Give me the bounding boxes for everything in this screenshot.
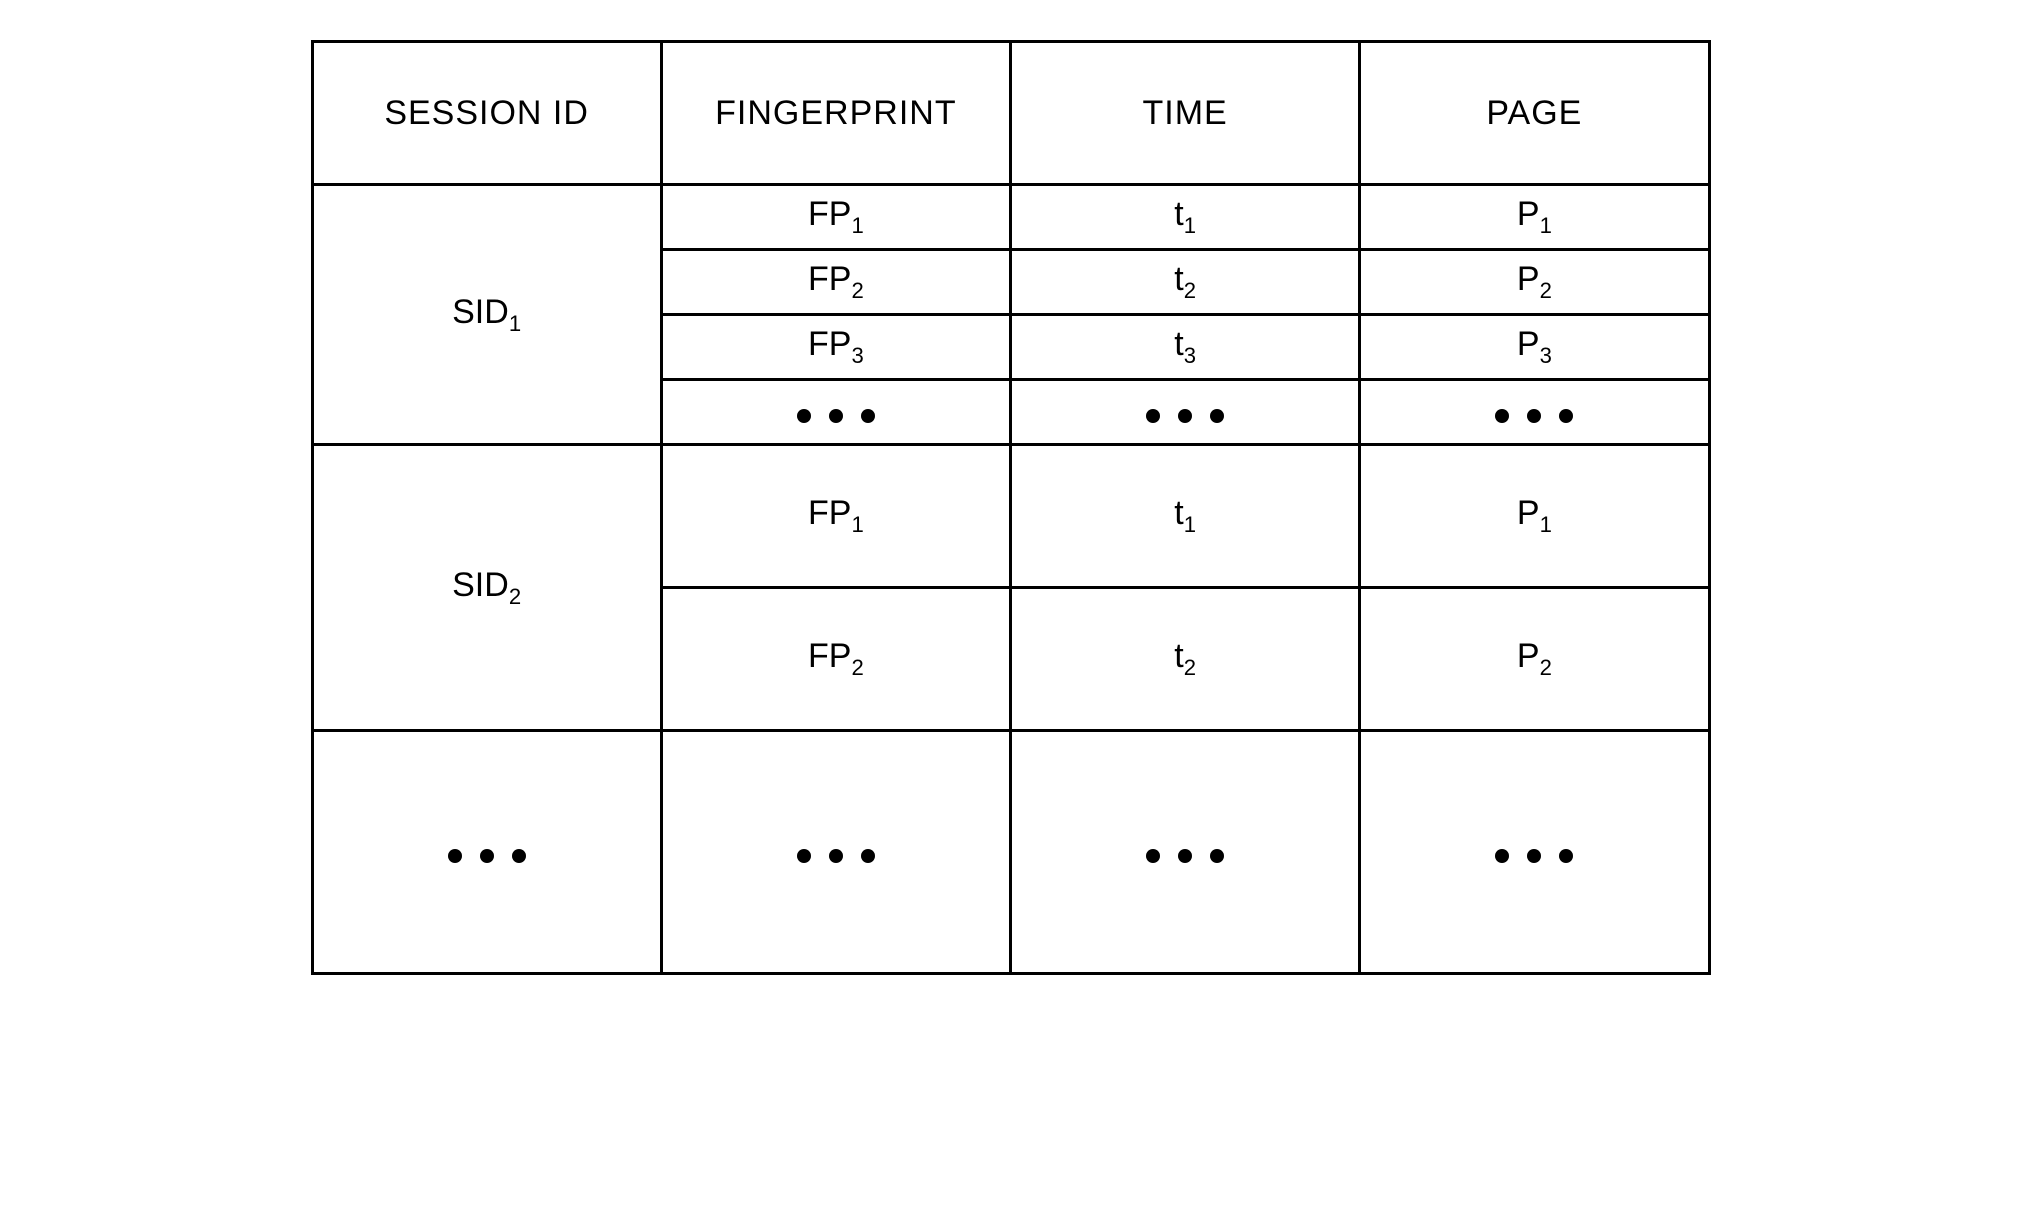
fp-sub: 2 [851, 278, 863, 303]
p-sub: 2 [1540, 278, 1552, 303]
p-base: P [1517, 494, 1540, 532]
cell-page: P1 [1360, 185, 1709, 250]
fp-sub: 1 [851, 512, 863, 537]
p-sub: 2 [1540, 655, 1552, 680]
fp-sub: 1 [851, 213, 863, 238]
table-row: SID2 FP1 t1 P1 [312, 445, 1709, 588]
col-header-time: TIME [1011, 42, 1360, 185]
cell-ellipsis [1360, 380, 1709, 445]
cell-time: t3 [1011, 315, 1360, 380]
cell-fingerprint: FP2 [661, 588, 1010, 731]
p-base: P [1517, 195, 1540, 233]
p-base: P [1517, 637, 1540, 675]
header-row: SESSION ID FINGERPRINT TIME PAGE [312, 42, 1709, 185]
fp-sub: 3 [851, 343, 863, 368]
t-base: t [1174, 637, 1183, 675]
col-header-session-id: SESSION ID [312, 42, 661, 185]
session-id-sub: 2 [509, 583, 521, 608]
t-base: t [1174, 260, 1183, 298]
cell-ellipsis [661, 731, 1010, 974]
fp-base: FP [808, 195, 851, 233]
table-body: SID1 FP1 t1 P1 FP2 t2 P2 F [312, 185, 1709, 974]
t-base: t [1174, 325, 1183, 363]
session-table: SESSION ID FINGERPRINT TIME PAGE SID1 FP… [311, 40, 1711, 975]
cell-ellipsis [661, 380, 1010, 445]
cell-page: P2 [1360, 588, 1709, 731]
fp-sub: 2 [851, 655, 863, 680]
cell-fingerprint: FP1 [661, 185, 1010, 250]
cell-session-id: SID1 [312, 185, 661, 445]
session-id-base: SID [452, 566, 509, 604]
ellipsis-icon [448, 849, 526, 863]
p-sub: 3 [1540, 343, 1552, 368]
fp-base: FP [808, 494, 851, 532]
cell-ellipsis [312, 731, 661, 974]
cell-time: t1 [1011, 445, 1360, 588]
session-id-sub: 1 [509, 310, 521, 335]
t-sub: 1 [1184, 512, 1196, 537]
session-id-base: SID [452, 293, 509, 331]
fp-base: FP [808, 260, 851, 298]
ellipsis-icon [1495, 409, 1573, 423]
cell-ellipsis [1011, 380, 1360, 445]
cell-session-id: SID2 [312, 445, 661, 731]
cell-time: t1 [1011, 185, 1360, 250]
ellipsis-icon [1146, 409, 1224, 423]
ellipsis-icon [797, 849, 875, 863]
t-sub: 1 [1184, 213, 1196, 238]
cell-page: P2 [1360, 250, 1709, 315]
cell-page: P1 [1360, 445, 1709, 588]
cell-time: t2 [1011, 588, 1360, 731]
p-sub: 1 [1540, 213, 1552, 238]
t-base: t [1174, 494, 1183, 532]
t-sub: 3 [1184, 343, 1196, 368]
t-base: t [1174, 195, 1183, 233]
cell-time: t2 [1011, 250, 1360, 315]
fp-base: FP [808, 325, 851, 363]
ellipsis-icon [797, 409, 875, 423]
ellipsis-icon [1495, 849, 1573, 863]
cell-ellipsis [1360, 731, 1709, 974]
col-header-fingerprint: FINGERPRINT [661, 42, 1010, 185]
ellipsis-icon [1146, 849, 1224, 863]
cell-page: P3 [1360, 315, 1709, 380]
cell-fingerprint: FP1 [661, 445, 1010, 588]
table-row-final-ellipsis [312, 731, 1709, 974]
t-sub: 2 [1184, 655, 1196, 680]
col-header-page: PAGE [1360, 42, 1709, 185]
p-sub: 1 [1540, 512, 1552, 537]
cell-ellipsis [1011, 731, 1360, 974]
fp-base: FP [808, 637, 851, 675]
cell-fingerprint: FP3 [661, 315, 1010, 380]
table-row: SID1 FP1 t1 P1 [312, 185, 1709, 250]
t-sub: 2 [1184, 278, 1196, 303]
p-base: P [1517, 325, 1540, 363]
cell-fingerprint: FP2 [661, 250, 1010, 315]
p-base: P [1517, 260, 1540, 298]
